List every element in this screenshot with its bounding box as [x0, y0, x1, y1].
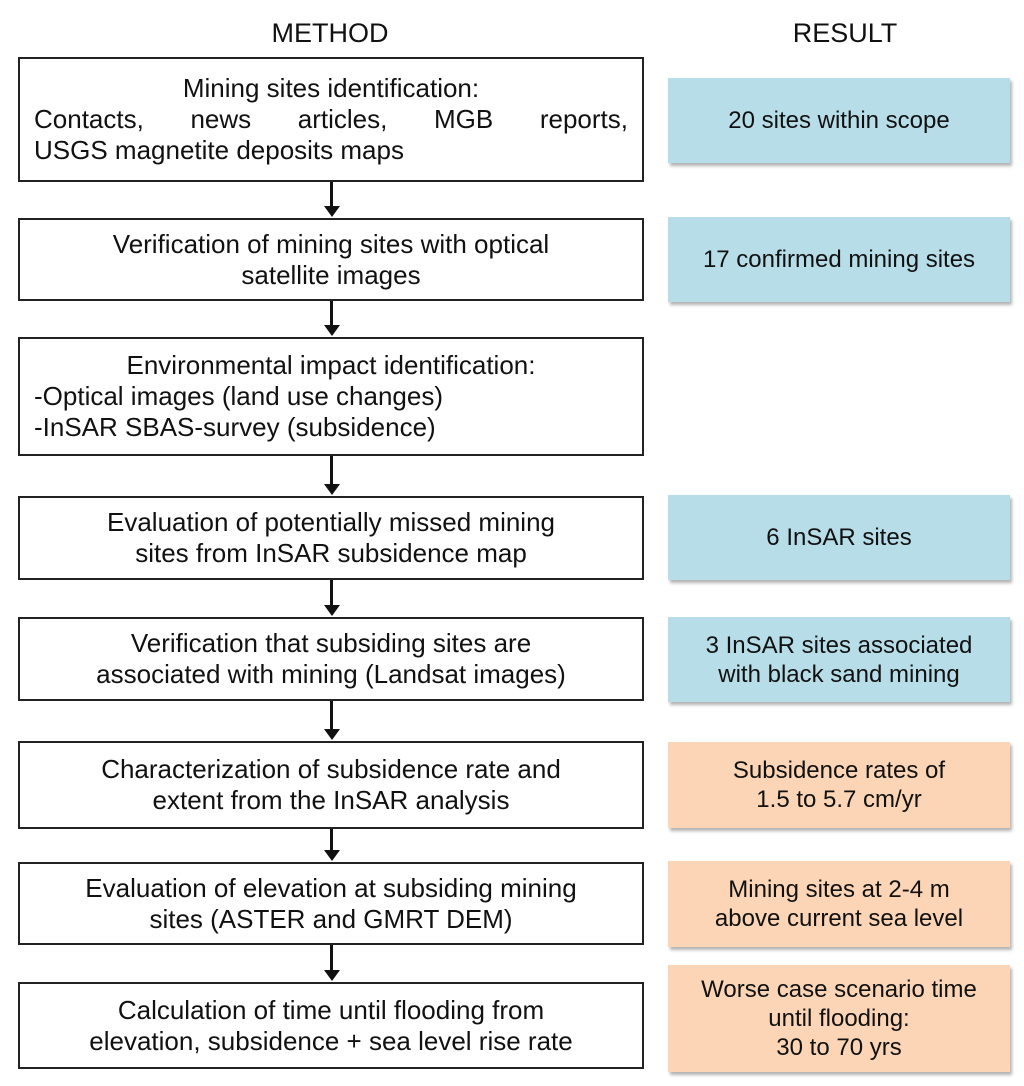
result-box-5: 3 InSAR sites associated with black sand… — [668, 617, 1010, 702]
step-text: elevation, subsidence + sea level rise r… — [89, 1025, 573, 1056]
step-text: Verification that subsiding sites are — [130, 628, 532, 658]
result-text: above current sea level — [714, 905, 964, 932]
step-text: sites from InSAR subsidence map — [135, 538, 527, 568]
step-text: Contacts, news articles, MGB reports, — [34, 104, 628, 134]
method-step-7: Evaluation of elevation at subsiding min… — [18, 862, 644, 945]
down-arrow-icon — [324, 301, 340, 336]
result-text: 3 InSAR sites associated — [705, 631, 973, 659]
result-box-7: Mining sites at 2-4 m above current sea … — [668, 861, 1010, 947]
method-step-1: Mining sites identification: Contacts, n… — [18, 57, 644, 182]
result-box-8: Worse case scenario time until flooding:… — [668, 965, 1010, 1072]
down-arrow-icon — [324, 580, 340, 616]
step-text: satellite images — [241, 259, 421, 290]
result-header: RESULT — [792, 18, 898, 48]
step-text: associated with mining (Landsat images) — [96, 659, 566, 689]
step-text: sites (ASTER and GMRT DEM) — [149, 903, 513, 934]
step-text: Calculation of time until flooding from — [117, 994, 545, 1025]
method-step-3: Environmental impact identification: -Op… — [18, 337, 644, 456]
step-text: USGS magnetite deposits maps — [34, 135, 404, 165]
down-arrow-icon — [324, 701, 340, 740]
method-header: METHOD — [271, 18, 389, 48]
result-text: Mining sites at 2-4 m — [728, 876, 950, 903]
result-text: 1.5 to 5.7 cm/yr — [756, 786, 922, 813]
method-step-4: Evaluation of potentially missed mining … — [18, 496, 644, 580]
result-text: Worse case scenario time — [701, 976, 977, 1003]
method-step-5: Verification that subsiding sites are as… — [18, 617, 644, 701]
result-text: 6 InSAR sites — [766, 524, 912, 551]
step-text: Characterization of subsidence rate and — [101, 754, 561, 784]
result-text: 20 sites within scope — [728, 107, 950, 134]
result-text: with black sand mining — [718, 660, 960, 688]
down-arrow-icon — [324, 456, 340, 495]
down-arrow-icon — [324, 945, 340, 981]
step-text: Mining sites identification: — [182, 73, 480, 103]
result-text: 17 confirmed mining sites — [702, 246, 976, 273]
result-box-2: 17 confirmed mining sites — [668, 217, 1010, 302]
result-box-6: Subsidence rates of 1.5 to 5.7 cm/yr — [668, 742, 1010, 828]
method-step-6: Characterization of subsidence rate and … — [18, 741, 644, 829]
result-text: until flooding: — [768, 1005, 910, 1032]
step-text: -InSAR SBAS-survey (subsidence) — [34, 412, 436, 442]
method-step-8: Calculation of time until flooding from … — [18, 982, 644, 1069]
method-step-2: Verification of mining sites with optica… — [18, 218, 644, 301]
result-text: 30 to 70 yrs — [776, 1034, 902, 1061]
step-text: -Optical images (land use changes) — [34, 381, 443, 411]
step-text: Verification of mining sites with optica… — [112, 228, 550, 259]
step-text: Evaluation of elevation at subsiding min… — [85, 872, 577, 903]
down-arrow-icon — [324, 182, 340, 217]
down-arrow-icon — [324, 829, 340, 861]
result-box-1: 20 sites within scope — [668, 78, 1010, 163]
result-box-4: 6 InSAR sites — [668, 495, 1010, 580]
step-text: Environmental impact identification: — [126, 350, 536, 380]
step-text: extent from the InSAR analysis — [152, 785, 510, 815]
step-text: Evaluation of potentially missed mining — [106, 507, 556, 537]
result-text: Subsidence rates of — [732, 757, 946, 784]
